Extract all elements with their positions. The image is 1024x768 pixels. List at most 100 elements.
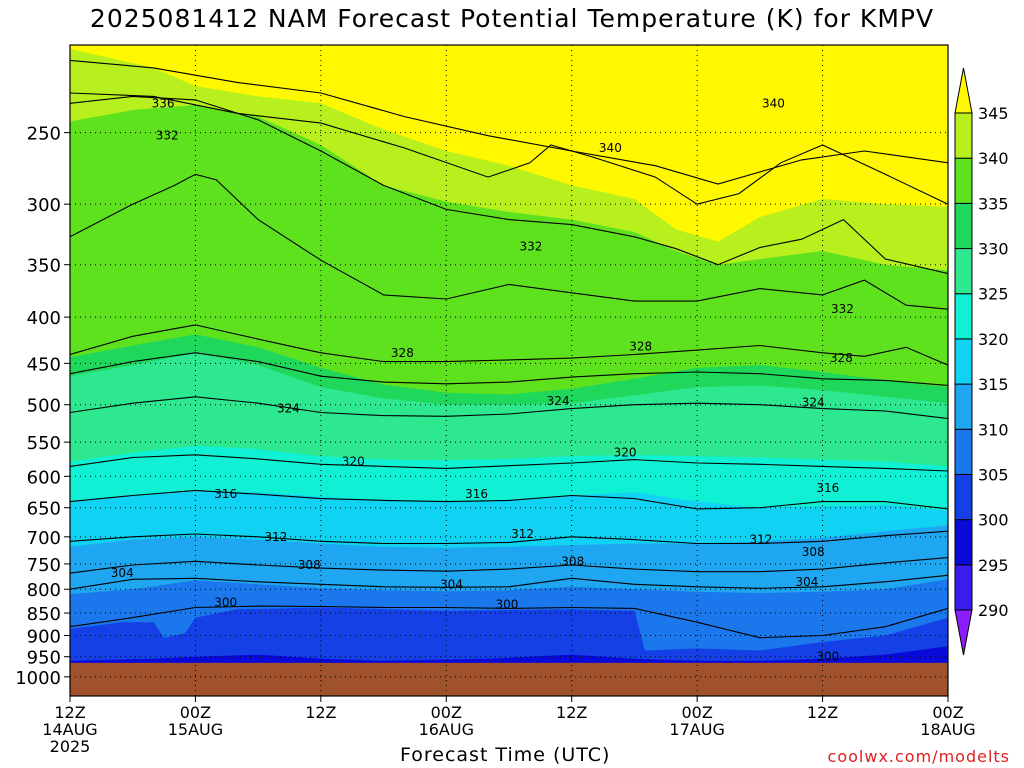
colorbar-top-arrow [954, 67, 973, 114]
colorbar-swatch [954, 112, 973, 159]
contour-label: 324 [277, 402, 300, 416]
contour-300 [70, 605, 948, 639]
x-tick-date: 15AUG [168, 720, 223, 739]
colorbar-label: 325 [978, 285, 1009, 304]
y-tick-label: 650 [27, 499, 61, 520]
contour-324 [70, 396, 948, 420]
colorbar-label: 300 [978, 511, 1009, 530]
y-tick-label: 900 [27, 626, 61, 647]
contour-label: 316 [214, 487, 237, 501]
plot-area: 336 332 340 340 332 332 328 328 328 324 324 324 320 3… [70, 45, 948, 696]
colorbar-label: 330 [978, 240, 1009, 259]
colorbar-swatch [954, 428, 973, 475]
credit-link[interactable]: coolwx.com/modelts [827, 747, 1010, 766]
x-tick-date: 17AUG [669, 720, 724, 739]
y-tick-label: 400 [27, 308, 61, 329]
colorbar-swatch [954, 248, 973, 295]
colorbar-label: 305 [978, 465, 1009, 484]
contour-label: 332 [831, 302, 854, 316]
y-tick-label: 1000 [15, 668, 61, 689]
contour-label: 304 [111, 566, 134, 580]
contour-label: 324 [547, 394, 570, 408]
contour-label: 328 [830, 351, 853, 365]
colorbar-swatch [954, 157, 973, 204]
x-tick-label: 00Z [180, 703, 211, 722]
x-tick-label: 00Z [681, 703, 712, 722]
contour-label: 316 [465, 487, 488, 501]
contour-label: 300 [214, 596, 237, 610]
x-tick-label: 12Z [54, 703, 85, 722]
ground-terrain [70, 662, 948, 696]
contour-328 [70, 324, 948, 366]
x-axis-label: Forecast Time (UTC) [400, 744, 611, 766]
contour-label: 320 [614, 446, 637, 460]
colorbar-swatch [954, 564, 973, 611]
y-tick-label: 750 [27, 555, 61, 576]
y-tick-label: 350 [27, 256, 61, 277]
colorbar-label: 295 [978, 556, 1009, 575]
contour-336 [70, 95, 948, 275]
contour-label: 304 [440, 577, 463, 591]
colorbar-label: 320 [978, 330, 1009, 349]
y-tick-label: 300 [27, 195, 61, 216]
colorbar-label: 340 [978, 149, 1009, 168]
contour-label: 312 [264, 530, 287, 544]
colorbar-label: 290 [978, 601, 1009, 620]
x-tick-label: 12Z [556, 703, 587, 722]
y-tick-label: 250 [27, 124, 61, 145]
colorbar-swatch [954, 383, 973, 430]
contour-label: 332 [156, 129, 179, 143]
x-tick-label: 12Z [305, 703, 336, 722]
contour-316 [70, 489, 948, 510]
y-tick-label: 600 [27, 467, 61, 488]
y-tick-label: 700 [27, 528, 61, 549]
contour-label: 332 [519, 239, 542, 253]
contour-label: 316 [816, 481, 839, 495]
colorbar-swatch [954, 202, 973, 250]
colorbar-swatch [954, 473, 973, 521]
colorbar-swatch [954, 338, 973, 385]
contour-label: 312 [511, 527, 534, 541]
colorbar: 290 295 300 305 310 315 320 325 330 335 340 345 [954, 67, 1009, 656]
colorbar-swatch [954, 519, 973, 566]
y-tick-label: 850 [27, 604, 61, 625]
contour-label: 308 [561, 554, 584, 568]
y-tick-label: 950 [27, 648, 61, 669]
contour-label: 308 [802, 545, 825, 559]
colorbar-label: 345 [978, 104, 1009, 123]
contour-label: 300 [495, 598, 518, 612]
contour-label: 304 [795, 575, 818, 589]
contour-label: 320 [342, 455, 365, 469]
x-tick-date: 16AUG [419, 720, 474, 739]
y-tick-label: 800 [27, 580, 61, 601]
colorbar-swatch [954, 293, 973, 340]
x-tick-year: 2025 [50, 737, 91, 756]
plot-frame [69, 44, 949, 697]
chart-title: 2025081412 NAM Forecast Potential Temper… [89, 4, 935, 33]
contour-326 [70, 352, 948, 386]
colorbar-label: 315 [978, 375, 1009, 394]
contour-344 [70, 59, 948, 185]
contour-label: 340 [599, 141, 622, 155]
x-tick-date: 18AUG [920, 720, 975, 739]
y-tick-label: 550 [27, 433, 61, 454]
contour-332 [70, 173, 948, 310]
contour-304 [70, 574, 948, 590]
contour-312 [70, 530, 948, 545]
x-tick-label: 00Z [431, 703, 462, 722]
contour-label: 324 [802, 395, 825, 409]
contour-label: 328 [629, 339, 652, 353]
x-tick-label: 12Z [807, 703, 838, 722]
colorbar-label: 310 [978, 420, 1009, 439]
colorbar-label: 335 [978, 194, 1009, 213]
colorbar-bottom-arrow [954, 609, 973, 656]
y-tick-label: 450 [27, 354, 61, 375]
contour-label: 300 [816, 650, 839, 664]
x-tick-date: 14AUG [42, 720, 97, 739]
x-tick-label: 00Z [932, 703, 963, 722]
contour-label: 336 [152, 96, 175, 110]
contour-label: 312 [749, 533, 772, 547]
contour-320 [70, 454, 948, 472]
contour-label: 308 [298, 558, 321, 572]
